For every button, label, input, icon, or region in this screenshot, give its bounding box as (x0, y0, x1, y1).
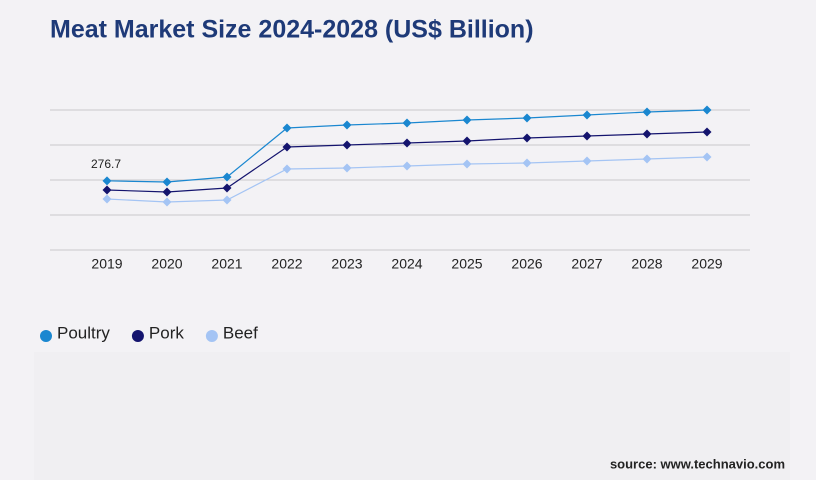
point (282, 142, 292, 152)
point (222, 172, 232, 182)
point (522, 158, 532, 168)
point (402, 161, 412, 171)
point (282, 164, 292, 174)
point (402, 118, 412, 128)
point (582, 156, 592, 166)
point (582, 110, 592, 120)
point (342, 140, 352, 150)
chart-title: Meat Market Size 2024-2028 (US$ Billion) (50, 16, 534, 44)
point (522, 133, 532, 143)
point (702, 127, 712, 137)
point (102, 176, 112, 186)
data-label: 276.7 (91, 157, 121, 171)
point (282, 123, 292, 133)
x-tick-label: 2021 (211, 256, 242, 272)
x-tick-label: 2025 (451, 256, 482, 272)
point (342, 120, 352, 130)
point (402, 138, 412, 148)
x-tick-label: 2029 (691, 256, 722, 272)
x-tick-label: 2020 (151, 256, 182, 272)
x-tick-label: 2024 (391, 256, 422, 272)
point (102, 194, 112, 204)
point (342, 163, 352, 173)
point (462, 136, 472, 146)
x-tick-label: 2022 (271, 256, 302, 272)
point (642, 107, 652, 117)
point (222, 183, 232, 193)
point (582, 131, 592, 141)
point (222, 195, 232, 205)
x-tick-label: 2028 (631, 256, 662, 272)
point (642, 129, 652, 139)
legend-marker (40, 330, 52, 342)
point (702, 152, 712, 162)
point (522, 113, 532, 123)
point (642, 154, 652, 164)
legend-label: Pork (149, 323, 184, 342)
point (702, 105, 712, 115)
legend-label: Poultry (57, 323, 110, 342)
x-tick-label: 2023 (331, 256, 362, 272)
legend-marker (131, 330, 144, 342)
point (462, 159, 472, 169)
point (462, 115, 472, 125)
point (162, 187, 172, 197)
x-tick-label: 2027 (571, 256, 602, 272)
source: source: www.technavio.com (610, 456, 785, 471)
panel (34, 352, 790, 480)
point (162, 197, 172, 207)
point (102, 185, 112, 195)
x-tick-label: 2019 (91, 256, 122, 272)
legend-label: Beef (223, 323, 258, 342)
x-tick-label: 2026 (511, 256, 542, 272)
legend-marker (205, 330, 218, 342)
point (162, 177, 172, 187)
